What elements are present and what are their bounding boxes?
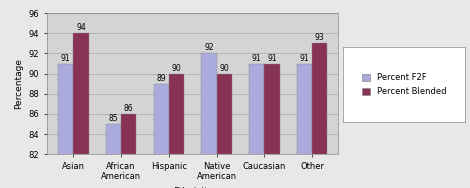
Bar (73, 33, 88, 188)
Text: 91: 91 (252, 54, 261, 62)
Bar (121, 114, 136, 188)
Bar (201, 53, 217, 188)
Bar (217, 74, 232, 188)
Text: 90: 90 (172, 64, 181, 73)
X-axis label: Ethnicity: Ethnicity (172, 187, 213, 188)
Bar (58, 64, 73, 188)
Text: 93: 93 (315, 33, 325, 42)
Legend: Percent F2F, Percent Blended: Percent F2F, Percent Blended (359, 70, 450, 99)
Text: 91: 91 (61, 54, 70, 62)
Text: 92: 92 (204, 43, 214, 52)
Y-axis label: Percentage: Percentage (14, 58, 23, 109)
Bar (297, 64, 312, 188)
Text: 86: 86 (124, 104, 133, 113)
Bar (264, 64, 280, 188)
Bar (154, 84, 169, 188)
Bar (312, 43, 328, 188)
Text: 91: 91 (267, 54, 277, 62)
Text: 90: 90 (219, 64, 229, 73)
Bar (169, 74, 184, 188)
Text: 85: 85 (109, 114, 118, 123)
Text: 91: 91 (300, 54, 309, 62)
Text: 89: 89 (157, 74, 166, 83)
Bar (249, 64, 264, 188)
Text: 94: 94 (76, 23, 86, 32)
Bar (106, 124, 121, 188)
